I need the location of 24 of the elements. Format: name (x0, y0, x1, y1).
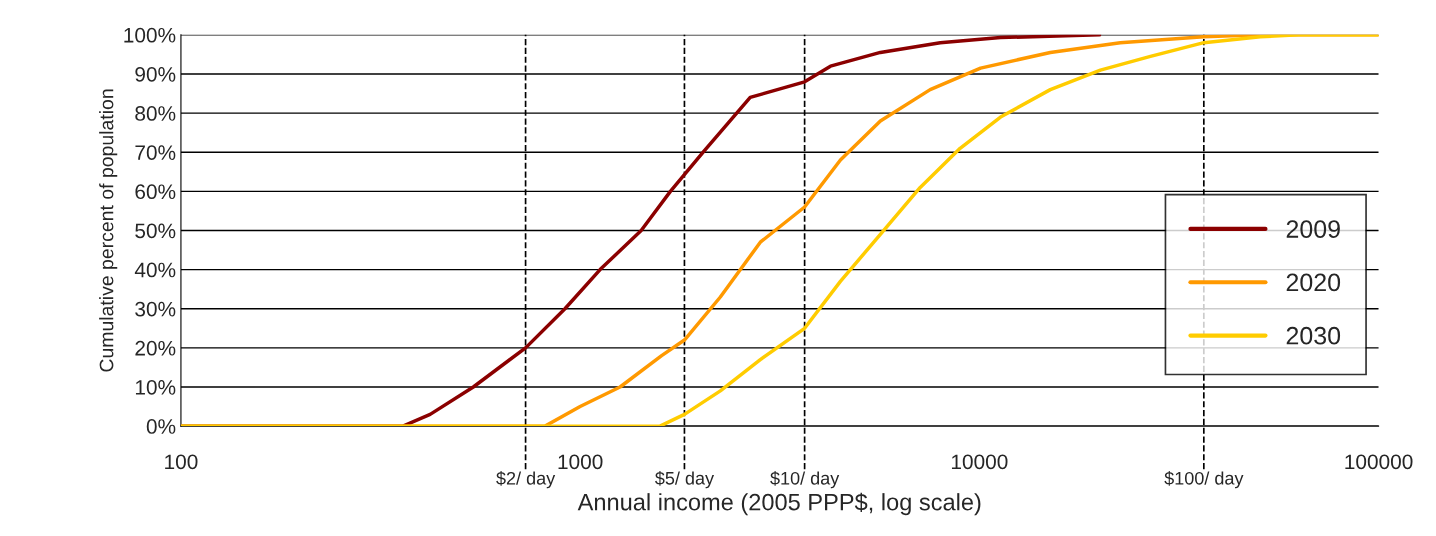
x-tick-label: 100000 (1345, 454, 1413, 470)
ref-line-label: $5/ day (655, 471, 715, 489)
y-tick-label: 0% (146, 419, 176, 434)
y-tick-label: 20% (135, 340, 176, 356)
x-axis-title: Annual income (2005 PPP$, log scale) (577, 492, 981, 516)
ref-line-label: $10/ day (770, 471, 840, 489)
y-tick-label: 100% (124, 27, 176, 43)
legend-label: 2009 (1286, 220, 1340, 238)
y-tick-label: 30% (135, 301, 176, 317)
legend-label: 2030 (1286, 326, 1341, 345)
y-tick-label: 60% (135, 184, 176, 200)
x-tick-label: 10000 (951, 454, 1008, 470)
ref-line-label: $100/ day (1164, 471, 1244, 489)
y-axis-title: Cumulative percent of population (99, 89, 118, 372)
legend-label: 2020 (1286, 273, 1341, 292)
y-tick-label: 80% (135, 106, 176, 121)
x-tick-label: 1000 (558, 454, 603, 470)
x-tick-label: 100 (165, 454, 198, 470)
y-tick-label: 10% (135, 379, 176, 395)
y-tick-label: 90% (135, 66, 176, 82)
ref-line-label: $2/ day (496, 471, 556, 489)
y-tick-label: 50% (135, 223, 176, 239)
y-tick-label: 70% (135, 145, 176, 160)
y-tick-label: 40% (134, 262, 176, 278)
